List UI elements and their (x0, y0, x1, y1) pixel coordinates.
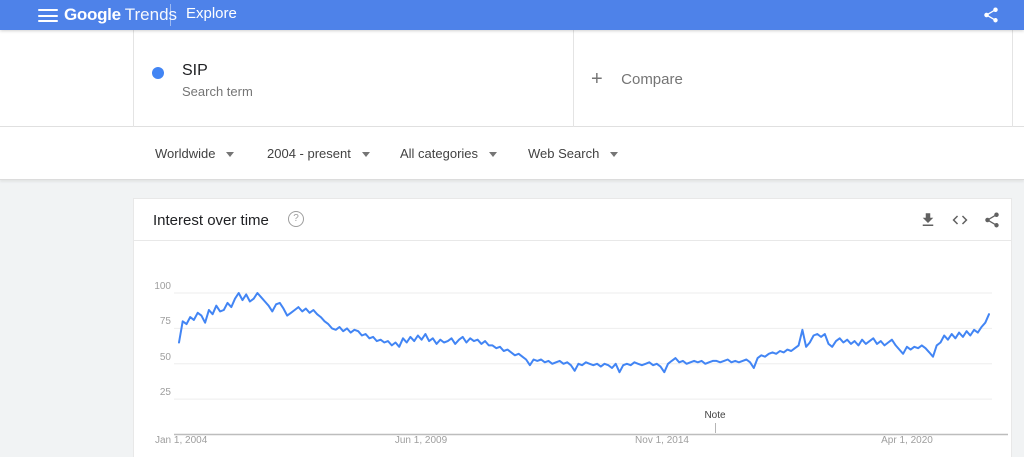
share-icon-glyph (985, 212, 999, 228)
app-header: Google Trends Explore (0, 0, 1024, 30)
caret-down-icon (361, 152, 370, 157)
chart-note-tick (715, 423, 716, 433)
x-tick-2004: Jan 1, 2004 (155, 435, 208, 446)
trend-line-sip (178, 292, 990, 374)
y-tick-25: 25 (159, 387, 171, 398)
logo-trends-text: Trends (124, 5, 178, 24)
menu-icon[interactable] (38, 9, 58, 22)
x-tick-2009: Jun 1, 2009 (394, 435, 448, 446)
chart-title: Interest over time (153, 212, 269, 229)
header-divider (170, 4, 171, 26)
share-icon[interactable] (983, 211, 1001, 229)
time-range-filter-dropdown[interactable]: 2004 - present (267, 127, 370, 180)
filter-bar: Worldwide 2004 - present All categories … (0, 127, 1024, 180)
plus-icon: + (591, 68, 603, 90)
share-icon[interactable] (982, 6, 1000, 24)
interest-over-time-card: Interest over time ? (133, 198, 1012, 457)
band-right-divider (1012, 30, 1013, 127)
time-range-filter-value: 2004 - present (267, 146, 351, 161)
caret-down-icon (226, 152, 235, 157)
band-left-divider (133, 30, 134, 127)
y-tick-50: 50 (159, 352, 171, 363)
band-middle-divider (573, 30, 574, 127)
search-terms-band: SIP Search term + Compare (0, 30, 1024, 127)
term-name[interactable]: SIP (182, 62, 208, 79)
region-filter-value: Worldwide (155, 146, 216, 161)
embed-code-icon[interactable] (951, 211, 969, 229)
download-icon-glyph (922, 213, 934, 226)
google-trends-logo[interactable]: Google Trends (64, 0, 177, 30)
caret-down-icon (489, 152, 498, 157)
search-type-filter-dropdown[interactable]: Web Search (528, 127, 619, 180)
search-type-filter-value: Web Search (528, 146, 600, 161)
caret-down-icon (610, 152, 619, 157)
share-icon-glyph (984, 7, 998, 23)
series-color-dot (152, 67, 164, 79)
category-filter-value: All categories (400, 146, 479, 161)
y-tick-75: 75 (159, 316, 171, 327)
chart-note-annotation[interactable]: Note (704, 410, 726, 421)
logo-google-text: Google (64, 5, 121, 24)
trend-chart-svg (174, 292, 1008, 436)
term-type-label: Search term (182, 84, 253, 99)
category-filter-dropdown[interactable]: All categories (400, 127, 498, 180)
y-tick-100: 100 (154, 281, 171, 292)
nav-explore[interactable]: Explore (186, 5, 237, 22)
region-filter-dropdown[interactable]: Worldwide (155, 127, 235, 180)
embed-icon-glyph (952, 215, 968, 225)
add-comparison-button[interactable]: + Compare (591, 68, 683, 91)
x-tick-2020: Apr 1, 2020 (881, 435, 933, 446)
chart-card-header: Interest over time ? (134, 199, 1011, 241)
help-icon[interactable]: ? (288, 211, 304, 227)
x-tick-2014: Nov 1, 2014 (635, 435, 689, 446)
compare-label: Compare (621, 71, 683, 88)
download-icon[interactable] (919, 211, 937, 229)
